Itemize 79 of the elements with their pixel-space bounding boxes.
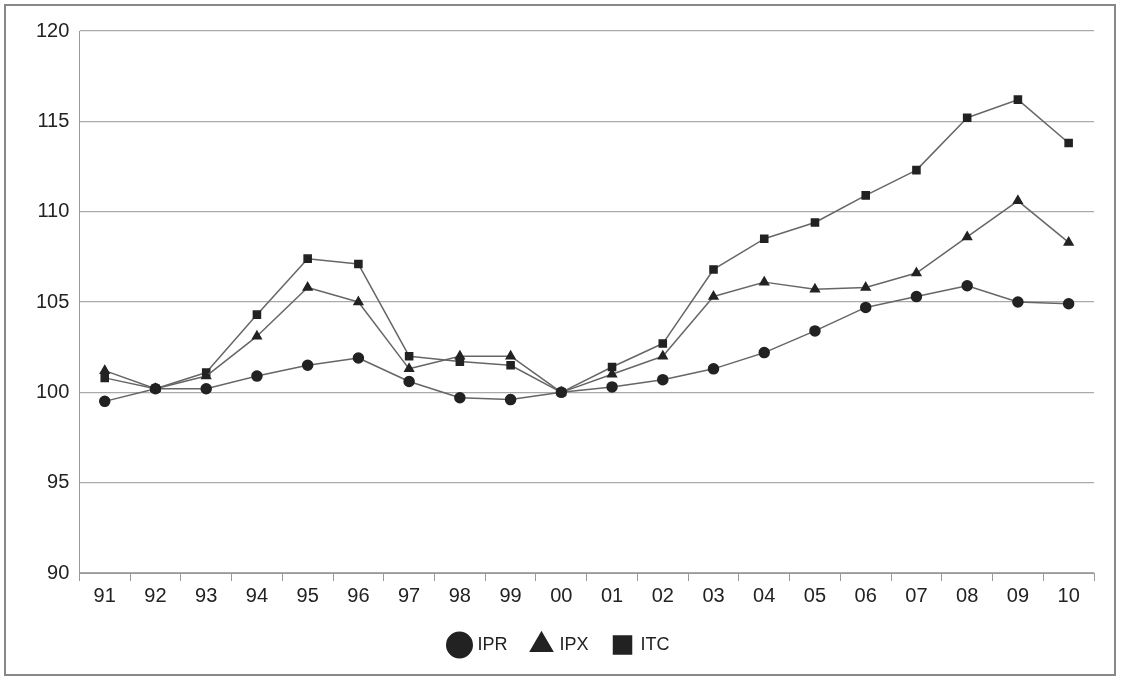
point [251, 330, 263, 340]
x-tick-label: 95 [296, 583, 319, 606]
x-tick-label: 98 [448, 583, 471, 606]
point [403, 375, 415, 388]
x-tick-label: 04 [753, 583, 776, 606]
point [1012, 296, 1024, 308]
x-tick-label: 91 [93, 583, 116, 606]
legend-label: ITC [640, 633, 670, 654]
point [506, 360, 515, 370]
point [252, 310, 262, 319]
x-tick-label: 05 [803, 583, 827, 606]
x-tick-label: 94 [245, 583, 269, 606]
point [352, 352, 365, 364]
point [302, 281, 313, 291]
point [861, 191, 870, 200]
point [810, 218, 820, 227]
point [303, 254, 312, 263]
point [1062, 298, 1075, 310]
point [504, 393, 517, 406]
y-tick-label: 90 [47, 560, 70, 583]
point [353, 296, 364, 306]
legend-label: IPX [559, 633, 589, 654]
x-tick-label: 07 [905, 583, 928, 606]
point [505, 350, 516, 360]
point [859, 301, 872, 314]
point [961, 279, 973, 292]
x-tick-label: 93 [195, 583, 218, 606]
point [912, 165, 921, 175]
x-tick-label: 96 [347, 583, 370, 606]
x-tick-label: 00 [550, 583, 573, 606]
point [809, 325, 821, 337]
point [99, 364, 110, 374]
point [1012, 195, 1023, 205]
point [709, 265, 718, 274]
point [962, 113, 972, 123]
point [404, 363, 415, 373]
point [200, 382, 212, 395]
point [251, 370, 263, 382]
y-tick-label: 100 [35, 379, 70, 402]
point [454, 350, 465, 360]
x-tick-label: 09 [1006, 583, 1030, 606]
point [658, 339, 668, 348]
point [301, 359, 314, 371]
point [707, 363, 720, 375]
point [860, 281, 871, 291]
legend-label: IPR [477, 633, 508, 654]
point [759, 234, 769, 244]
point [657, 373, 669, 386]
point [910, 290, 923, 303]
point [98, 395, 111, 408]
point [1013, 95, 1023, 104]
point [758, 346, 770, 359]
point [962, 231, 973, 241]
x-tick-label: 06 [854, 583, 877, 606]
y-tick-label: 120 [35, 18, 70, 41]
point [100, 373, 110, 383]
x-tick-label: 03 [702, 583, 725, 606]
point [657, 350, 668, 360]
y-tick-label: 115 [37, 108, 70, 131]
x-tick-label: 02 [651, 583, 674, 606]
x-tick-label: 92 [144, 583, 167, 606]
point [606, 381, 618, 393]
point [911, 267, 922, 277]
point [404, 351, 414, 361]
x-tick-label: 97 [398, 583, 421, 606]
y-tick-label: 110 [37, 199, 70, 222]
x-tick-label: 99 [499, 583, 522, 606]
y-tick-label: 105 [35, 289, 70, 312]
point [1064, 138, 1073, 148]
point [1063, 236, 1074, 246]
x-tick-label: 10 [1057, 583, 1080, 606]
y-tick-label: 95 [47, 470, 70, 493]
point [759, 276, 770, 286]
point [809, 283, 821, 293]
point [454, 392, 466, 404]
x-tick-label: 08 [956, 583, 979, 606]
point [708, 290, 719, 300]
point [354, 259, 363, 269]
x-tick-label: 01 [600, 583, 624, 606]
